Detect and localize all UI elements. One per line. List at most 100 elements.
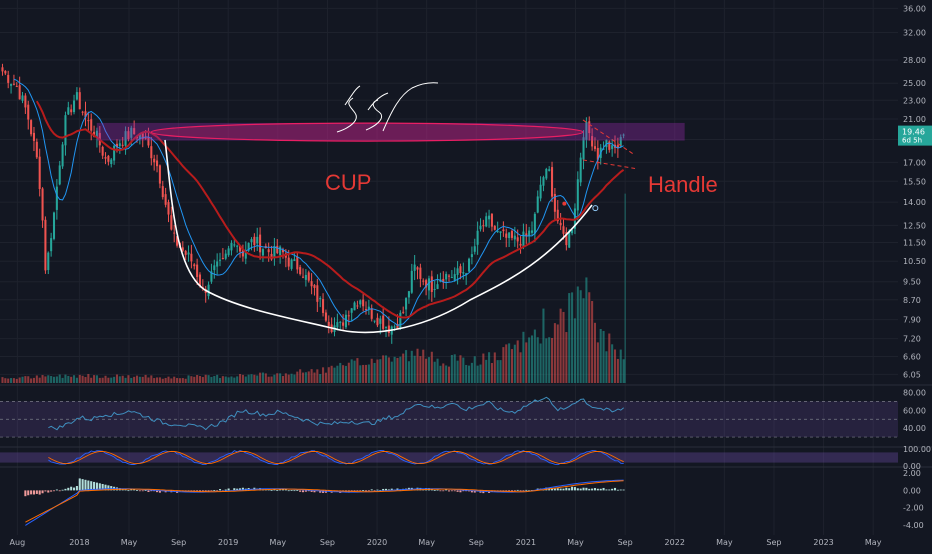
volume-bar — [382, 355, 385, 383]
candle — [32, 132, 35, 141]
volume-bar — [32, 377, 35, 383]
candle — [536, 196, 539, 213]
price-tick-label: 6.05 — [903, 370, 921, 379]
candle — [250, 239, 253, 243]
candle — [370, 308, 373, 319]
volume-bar — [10, 378, 13, 383]
candle — [87, 120, 90, 122]
volume-bar — [164, 377, 167, 383]
volume-bar — [15, 378, 18, 383]
candle — [147, 137, 150, 146]
cup-label: CUP — [325, 170, 371, 195]
volume-bar — [167, 376, 170, 383]
candle — [24, 95, 27, 108]
candle — [279, 246, 282, 256]
candle — [267, 249, 270, 253]
macd-histogram-bar — [551, 488, 554, 491]
volume-bar — [47, 375, 50, 383]
volume-bar — [38, 377, 41, 383]
macd-histogram-bar — [233, 488, 236, 491]
candle — [562, 226, 565, 234]
volume-bar — [462, 357, 465, 383]
macd-histogram-bar — [284, 489, 287, 491]
price-tick-label: 21.00 — [903, 115, 926, 124]
volume-bar — [264, 373, 267, 383]
candle — [35, 141, 38, 158]
volume-bar — [450, 354, 453, 383]
candle — [387, 325, 390, 333]
volume-bar — [218, 377, 222, 383]
candle — [144, 137, 147, 139]
candle — [173, 232, 176, 234]
candle — [10, 84, 13, 86]
candle — [342, 322, 345, 326]
macd-histogram-bar — [387, 489, 390, 491]
macd-histogram-bar — [568, 488, 571, 491]
volume-bar — [313, 372, 316, 383]
candle — [107, 155, 110, 162]
candle — [556, 209, 559, 222]
macd-histogram-bar — [370, 489, 373, 491]
candle — [276, 245, 279, 254]
candle — [216, 261, 219, 267]
candle — [55, 186, 58, 210]
macd-histogram-bar — [290, 490, 293, 491]
macd-histogram-bar — [64, 488, 67, 491]
macd-histogram-bar — [579, 488, 582, 491]
volume-bar — [539, 343, 542, 383]
volume-bar — [230, 376, 233, 383]
candle — [101, 146, 104, 156]
macd-histogram-bar — [359, 490, 362, 492]
macd-histogram-bar — [47, 490, 50, 493]
candle — [468, 258, 471, 272]
candle — [181, 247, 184, 251]
volume-bar — [599, 328, 602, 383]
candle — [350, 308, 353, 313]
macd-histogram-bar — [156, 490, 159, 493]
macd-histogram-bar — [107, 485, 110, 491]
volume-bar — [196, 375, 199, 383]
candle — [324, 312, 327, 321]
volume-bar — [98, 377, 101, 383]
macd-histogram-bar — [362, 490, 365, 491]
volume-bar — [198, 376, 202, 383]
candle — [462, 272, 465, 274]
macd-histogram-bar — [218, 489, 222, 491]
candle — [18, 85, 21, 100]
candle — [416, 267, 419, 270]
candle — [488, 215, 491, 220]
macd-histogram-bar — [353, 490, 356, 492]
stoch-k-line — [48, 449, 624, 466]
macd-histogram-bar — [508, 490, 511, 492]
volume-bar — [548, 337, 551, 383]
candle — [167, 202, 170, 215]
candle — [419, 267, 422, 279]
price-tick-label: 17.00 — [903, 158, 926, 167]
candle — [479, 225, 482, 230]
stoch-tick-label: 0.00 — [903, 462, 921, 471]
volume-bar — [250, 374, 253, 383]
volume-bar — [359, 365, 362, 383]
candle — [382, 315, 385, 329]
volume-bar — [402, 353, 405, 383]
candle — [244, 250, 247, 259]
volume-bar — [416, 348, 419, 383]
candle — [176, 236, 179, 246]
candle — [596, 148, 599, 160]
candle — [407, 291, 410, 298]
volume-bar — [459, 355, 462, 383]
volume-bar — [413, 355, 416, 383]
macd-histogram-bar — [52, 490, 56, 492]
time-tick-label: 2020 — [367, 538, 387, 547]
candle — [233, 244, 236, 246]
volume-bar — [396, 357, 399, 383]
volume-bar — [227, 377, 230, 383]
volume-bar — [18, 377, 21, 383]
volume-bar — [393, 356, 396, 383]
candle — [75, 92, 78, 100]
macd-histogram-bar — [613, 487, 617, 491]
volume-bar — [241, 374, 244, 383]
candle — [236, 245, 239, 247]
macd-histogram-bar — [141, 490, 144, 492]
